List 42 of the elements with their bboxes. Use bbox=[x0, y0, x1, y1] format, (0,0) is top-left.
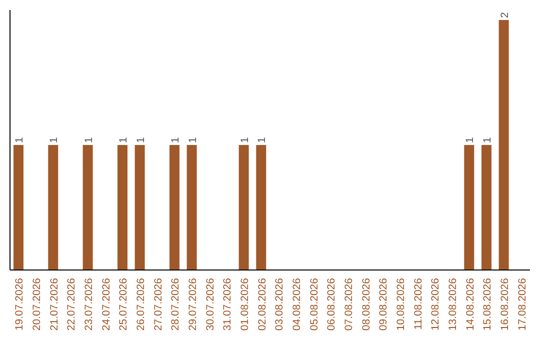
data-label: 1 bbox=[256, 137, 268, 143]
data-label: 2 bbox=[498, 12, 511, 18]
x-tick-label: 09.08.2026 bbox=[378, 278, 390, 331]
data-label: 1 bbox=[464, 137, 476, 143]
x-tick-label: 25.07.2026 bbox=[118, 278, 130, 331]
x-tick-label: 22.07.2026 bbox=[66, 278, 78, 331]
data-label: 1 bbox=[238, 137, 251, 143]
x-tick-label: 06.08.2026 bbox=[326, 278, 338, 331]
data-label: 1 bbox=[82, 137, 95, 143]
x-tick-label: 13.08.2026 bbox=[447, 278, 459, 331]
x-tick-label: 31.07.2026 bbox=[222, 278, 234, 331]
x-tick-label: 10.08.2026 bbox=[395, 278, 407, 331]
data-label: 1 bbox=[169, 137, 182, 143]
x-tick-label: 03.08.2026 bbox=[274, 278, 286, 331]
data-label: 1 bbox=[48, 137, 60, 143]
x-tick-label: 29.07.2026 bbox=[187, 278, 199, 331]
x-tick-label: 16.08.2026 bbox=[499, 278, 511, 331]
data-label: 1 bbox=[117, 137, 130, 143]
data-label: 1 bbox=[481, 137, 494, 143]
x-tick-label: 27.07.2026 bbox=[152, 278, 164, 331]
x-tick-label: 02.08.2026 bbox=[256, 278, 268, 331]
x-tick-label: 21.07.2026 bbox=[48, 278, 60, 331]
x-tick-label: 20.07.2026 bbox=[31, 278, 43, 331]
data-label: 1 bbox=[134, 137, 147, 143]
x-tick-label: 04.08.2026 bbox=[291, 278, 303, 331]
x-tick-label: 23.07.2026 bbox=[83, 278, 95, 331]
x-tick-label: 05.08.2026 bbox=[308, 278, 320, 331]
x-tick-label: 26.07.2026 bbox=[135, 278, 147, 331]
x-tick-label: 12.08.2026 bbox=[430, 278, 442, 331]
x-tick-label: 28.07.2026 bbox=[170, 278, 182, 331]
x-tick-label: 19.07.2026 bbox=[14, 278, 26, 331]
x-tick-label: 15.08.2026 bbox=[482, 278, 494, 331]
x-tick-label: 07.08.2026 bbox=[343, 278, 355, 331]
data-label: 1 bbox=[186, 137, 199, 143]
x-tick-label: 30.07.2026 bbox=[204, 278, 216, 331]
data-label: 1 bbox=[13, 137, 26, 143]
x-tick-label: 14.08.2026 bbox=[464, 278, 476, 331]
x-tick-label: 08.08.2026 bbox=[360, 278, 372, 331]
x-tick-label: 01.08.2026 bbox=[239, 278, 251, 331]
x-tick-label: 24.07.2026 bbox=[100, 278, 112, 331]
x-tick-label: 11.08.2026 bbox=[412, 278, 424, 330]
x-tick-label: 17.08.2026 bbox=[516, 278, 528, 331]
